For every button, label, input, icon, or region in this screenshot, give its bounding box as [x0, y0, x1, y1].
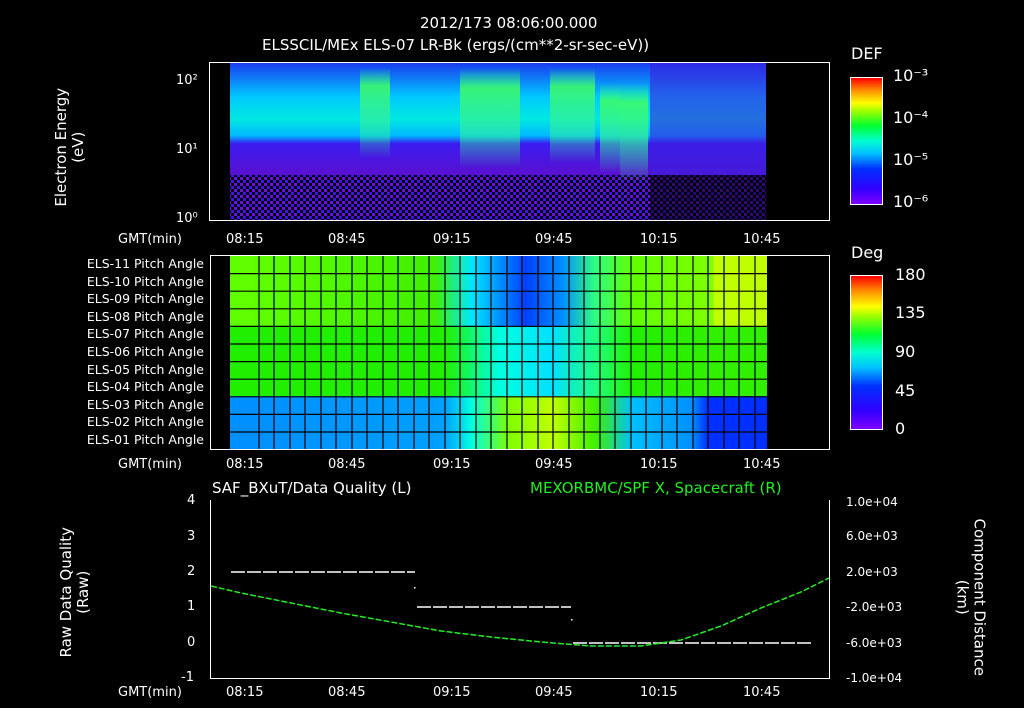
row-label: ELS-10 Pitch Angle — [86, 273, 204, 289]
ylabel-line2: (km) — [953, 579, 971, 615]
xtick: 10:45 — [743, 685, 781, 700]
panel1-ylabel: Electron Energy (eV) — [51, 67, 88, 227]
data-quality-panel — [210, 500, 830, 679]
ytick-left: 1 — [187, 599, 196, 614]
row-label: ELS-01 Pitch Angle — [86, 431, 204, 447]
ytick-left: 3 — [187, 529, 196, 544]
panel3-ylabel-right: Component Distance (km) — [953, 507, 988, 687]
panel3-ylabel-left: Raw Data Quality (Raw) — [56, 512, 93, 672]
xtick: 08:45 — [328, 232, 366, 247]
timestamp: 2012/173 08:06:00.000 — [420, 14, 598, 32]
row-label: ELS-09 Pitch Angle — [86, 291, 204, 307]
ylabel-line1: Component Distance — [970, 518, 989, 676]
panel3-title-right: MEXORBMC/SPF X, Spacecraft (R) — [530, 479, 782, 497]
xtick: 08:15 — [226, 232, 264, 247]
xtick: 09:15 — [433, 232, 471, 247]
row-label: ELS-08 Pitch Angle — [86, 308, 204, 324]
ylabel-line2: (Raw) — [74, 570, 92, 614]
ylabel-line1: Raw Data Quality — [56, 527, 75, 658]
ytick-right: 6.0e+03 — [846, 529, 898, 543]
plot-title: ELSSCIL/MEx ELS-07 LR-Bk (ergs/(cm**2-sr… — [262, 36, 650, 54]
cbar-tick: 10⁻⁵ — [893, 150, 929, 169]
deg-colorbar — [850, 275, 883, 430]
pitch-angle-heatmap — [230, 256, 767, 449]
deg-colorbar-title: Deg — [851, 243, 884, 262]
cbar-tick: 180 — [895, 265, 926, 284]
xtick: 09:45 — [535, 685, 573, 700]
ytick-left: -1 — [181, 670, 194, 685]
row-label: ELS-02 Pitch Angle — [86, 414, 204, 430]
xtick: 10:15 — [640, 457, 678, 472]
pitch-row-labels: ELS-11 Pitch Angle ELS-10 Pitch Angle EL… — [50, 256, 204, 452]
ytick-right: -2.0e+03 — [846, 600, 903, 614]
ylabel-line1: Electron Energy — [51, 87, 70, 207]
row-label: ELS-07 Pitch Angle — [86, 326, 204, 342]
def-colorbar-title: DEF — [851, 44, 883, 63]
ytick-left: 0 — [187, 635, 196, 650]
row-label: ELS-04 Pitch Angle — [86, 379, 204, 395]
def-colorbar — [850, 77, 883, 205]
spectrogram-image — [230, 63, 766, 220]
row-label: ELS-03 Pitch Angle — [86, 396, 204, 412]
row-label: ELS-05 Pitch Angle — [86, 361, 204, 377]
xaxis-label: GMT(min) — [118, 232, 182, 247]
xtick: 09:15 — [433, 457, 471, 472]
xtick: 10:15 — [640, 685, 678, 700]
xtick: 08:45 — [328, 457, 366, 472]
xaxis-label: GMT(min) — [118, 685, 182, 700]
xtick: 09:45 — [535, 457, 573, 472]
spectrogram-panel — [209, 62, 830, 221]
cbar-tick: 45 — [895, 381, 916, 400]
xaxis-label: GMT(min) — [118, 457, 182, 472]
ytick-left: 4 — [187, 493, 196, 508]
row-label: ELS-11 Pitch Angle — [86, 256, 204, 271]
cbar-tick: 135 — [895, 303, 926, 322]
ytick-right: -1.0e+04 — [846, 671, 903, 685]
xtick: 09:15 — [433, 685, 471, 700]
ytick: 10⁰ — [176, 211, 198, 226]
xtick: 10:15 — [640, 232, 678, 247]
cbar-tick: 0 — [895, 419, 906, 438]
pitch-angle-panel — [210, 255, 830, 450]
cbar-tick: 90 — [895, 342, 916, 361]
row-label: ELS-06 Pitch Angle — [86, 343, 204, 359]
xtick: 08:45 — [328, 685, 366, 700]
cbar-tick: 10⁻⁴ — [893, 108, 929, 127]
ytick: 10¹ — [176, 142, 198, 157]
data-quality-lines — [210, 571, 830, 647]
xtick: 09:45 — [535, 232, 573, 247]
ytick-right: 2.0e+03 — [846, 565, 898, 579]
xtick: 08:15 — [226, 457, 264, 472]
panel3-title-left: SAF_BXuT/Data Quality (L) — [212, 479, 412, 497]
ylabel-line2: (eV) — [69, 131, 87, 163]
xtick: 08:15 — [226, 685, 264, 700]
cbar-tick: 10⁻³ — [893, 66, 929, 85]
cbar-tick: 10⁻⁶ — [893, 192, 929, 211]
ytick-right: 1.0e+04 — [846, 495, 898, 509]
ytick: 10² — [176, 73, 198, 88]
xtick: 10:45 — [743, 232, 781, 247]
xtick: 10:45 — [743, 457, 781, 472]
ytick-left: 2 — [187, 564, 196, 579]
ytick-right: -6.0e+03 — [846, 636, 903, 650]
